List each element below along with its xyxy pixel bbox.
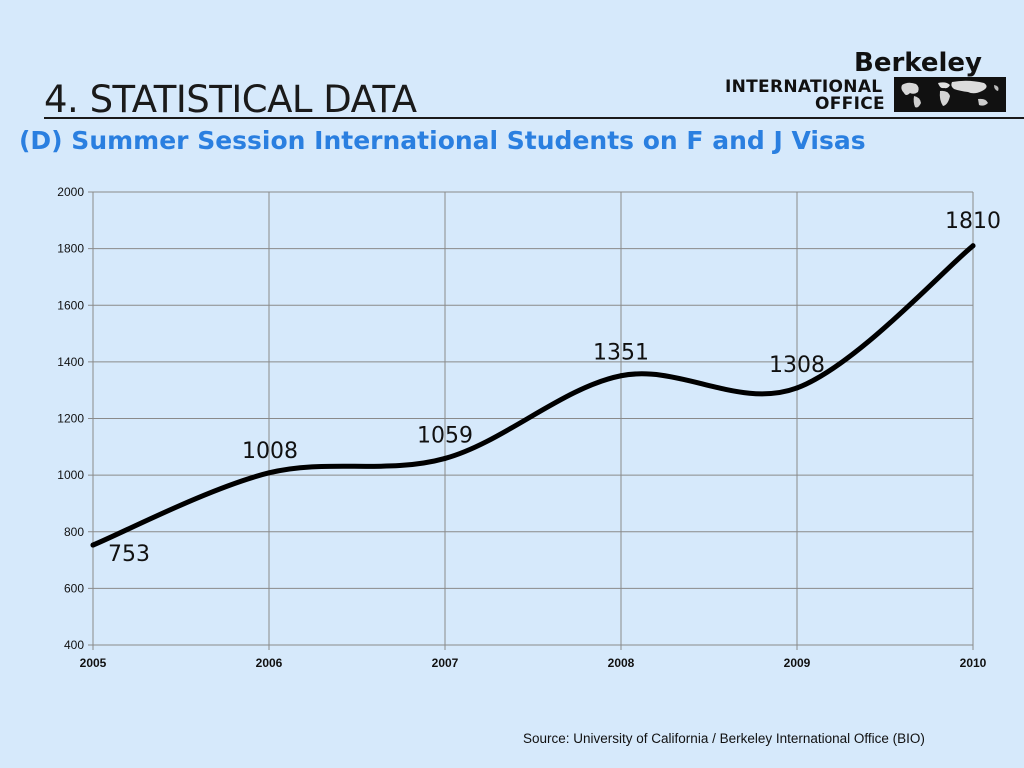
chart-axes — [88, 191, 974, 650]
data-point — [618, 373, 624, 379]
data-label: 1308 — [769, 353, 825, 378]
data-point — [794, 385, 800, 391]
x-tick-label: 2008 — [608, 656, 635, 670]
data-label: 1351 — [593, 341, 649, 366]
y-tick-label: 600 — [64, 581, 84, 595]
data-label: 1810 — [945, 209, 1001, 234]
data-point — [970, 243, 976, 249]
page-subtitle: (D) Summer Session International Student… — [19, 126, 866, 155]
x-tick-label: 2005 — [80, 656, 107, 670]
y-tick-label: 1400 — [57, 355, 84, 369]
y-tick-label: 1200 — [57, 412, 84, 426]
y-tick-label: 1600 — [57, 298, 84, 312]
line-chart: 400 600 800 1000 1200 1400 1600 1800 2000 2005 200… — [57, 185, 1001, 670]
y-tick-label: 1000 — [57, 468, 84, 482]
title-divider — [44, 117, 1024, 119]
berkeley-international-office-logo: Berkeley INTERNATIONAL OFFICE — [700, 46, 1010, 118]
world-map-icon — [894, 77, 1006, 112]
source-note: Source: University of California / Berke… — [523, 731, 925, 746]
logo-international-text: INTERNATIONAL — [725, 77, 883, 97]
y-tick-label: 2000 — [57, 185, 84, 199]
chart-tick-labels: 400 600 800 1000 1200 1400 1600 1800 2000 2005 200… — [57, 185, 986, 670]
series-line — [90, 243, 976, 548]
x-tick-label: 2006 — [256, 656, 283, 670]
x-tick-label: 2007 — [432, 656, 459, 670]
x-tick-label: 2009 — [784, 656, 811, 670]
data-point — [442, 455, 448, 461]
y-tick-label: 400 — [64, 638, 84, 652]
chart-series — [90, 243, 976, 548]
chart-gridlines — [92, 191, 974, 646]
y-tick-label: 800 — [64, 525, 84, 539]
y-tick-label: 1800 — [57, 242, 84, 256]
page-title: 4. STATISTICAL DATA — [44, 78, 417, 121]
x-tick-label: 2010 — [960, 656, 987, 670]
data-point — [90, 542, 96, 548]
data-point — [266, 470, 272, 476]
data-label: 1059 — [417, 423, 473, 448]
data-label: 1008 — [242, 439, 298, 464]
chart-data-labels: 753 1008 1059 1351 1308 1810 — [108, 209, 1001, 567]
logo-berkeley-text: Berkeley — [854, 48, 982, 78]
logo-office-text: OFFICE — [815, 94, 885, 114]
data-label: 753 — [108, 542, 150, 567]
